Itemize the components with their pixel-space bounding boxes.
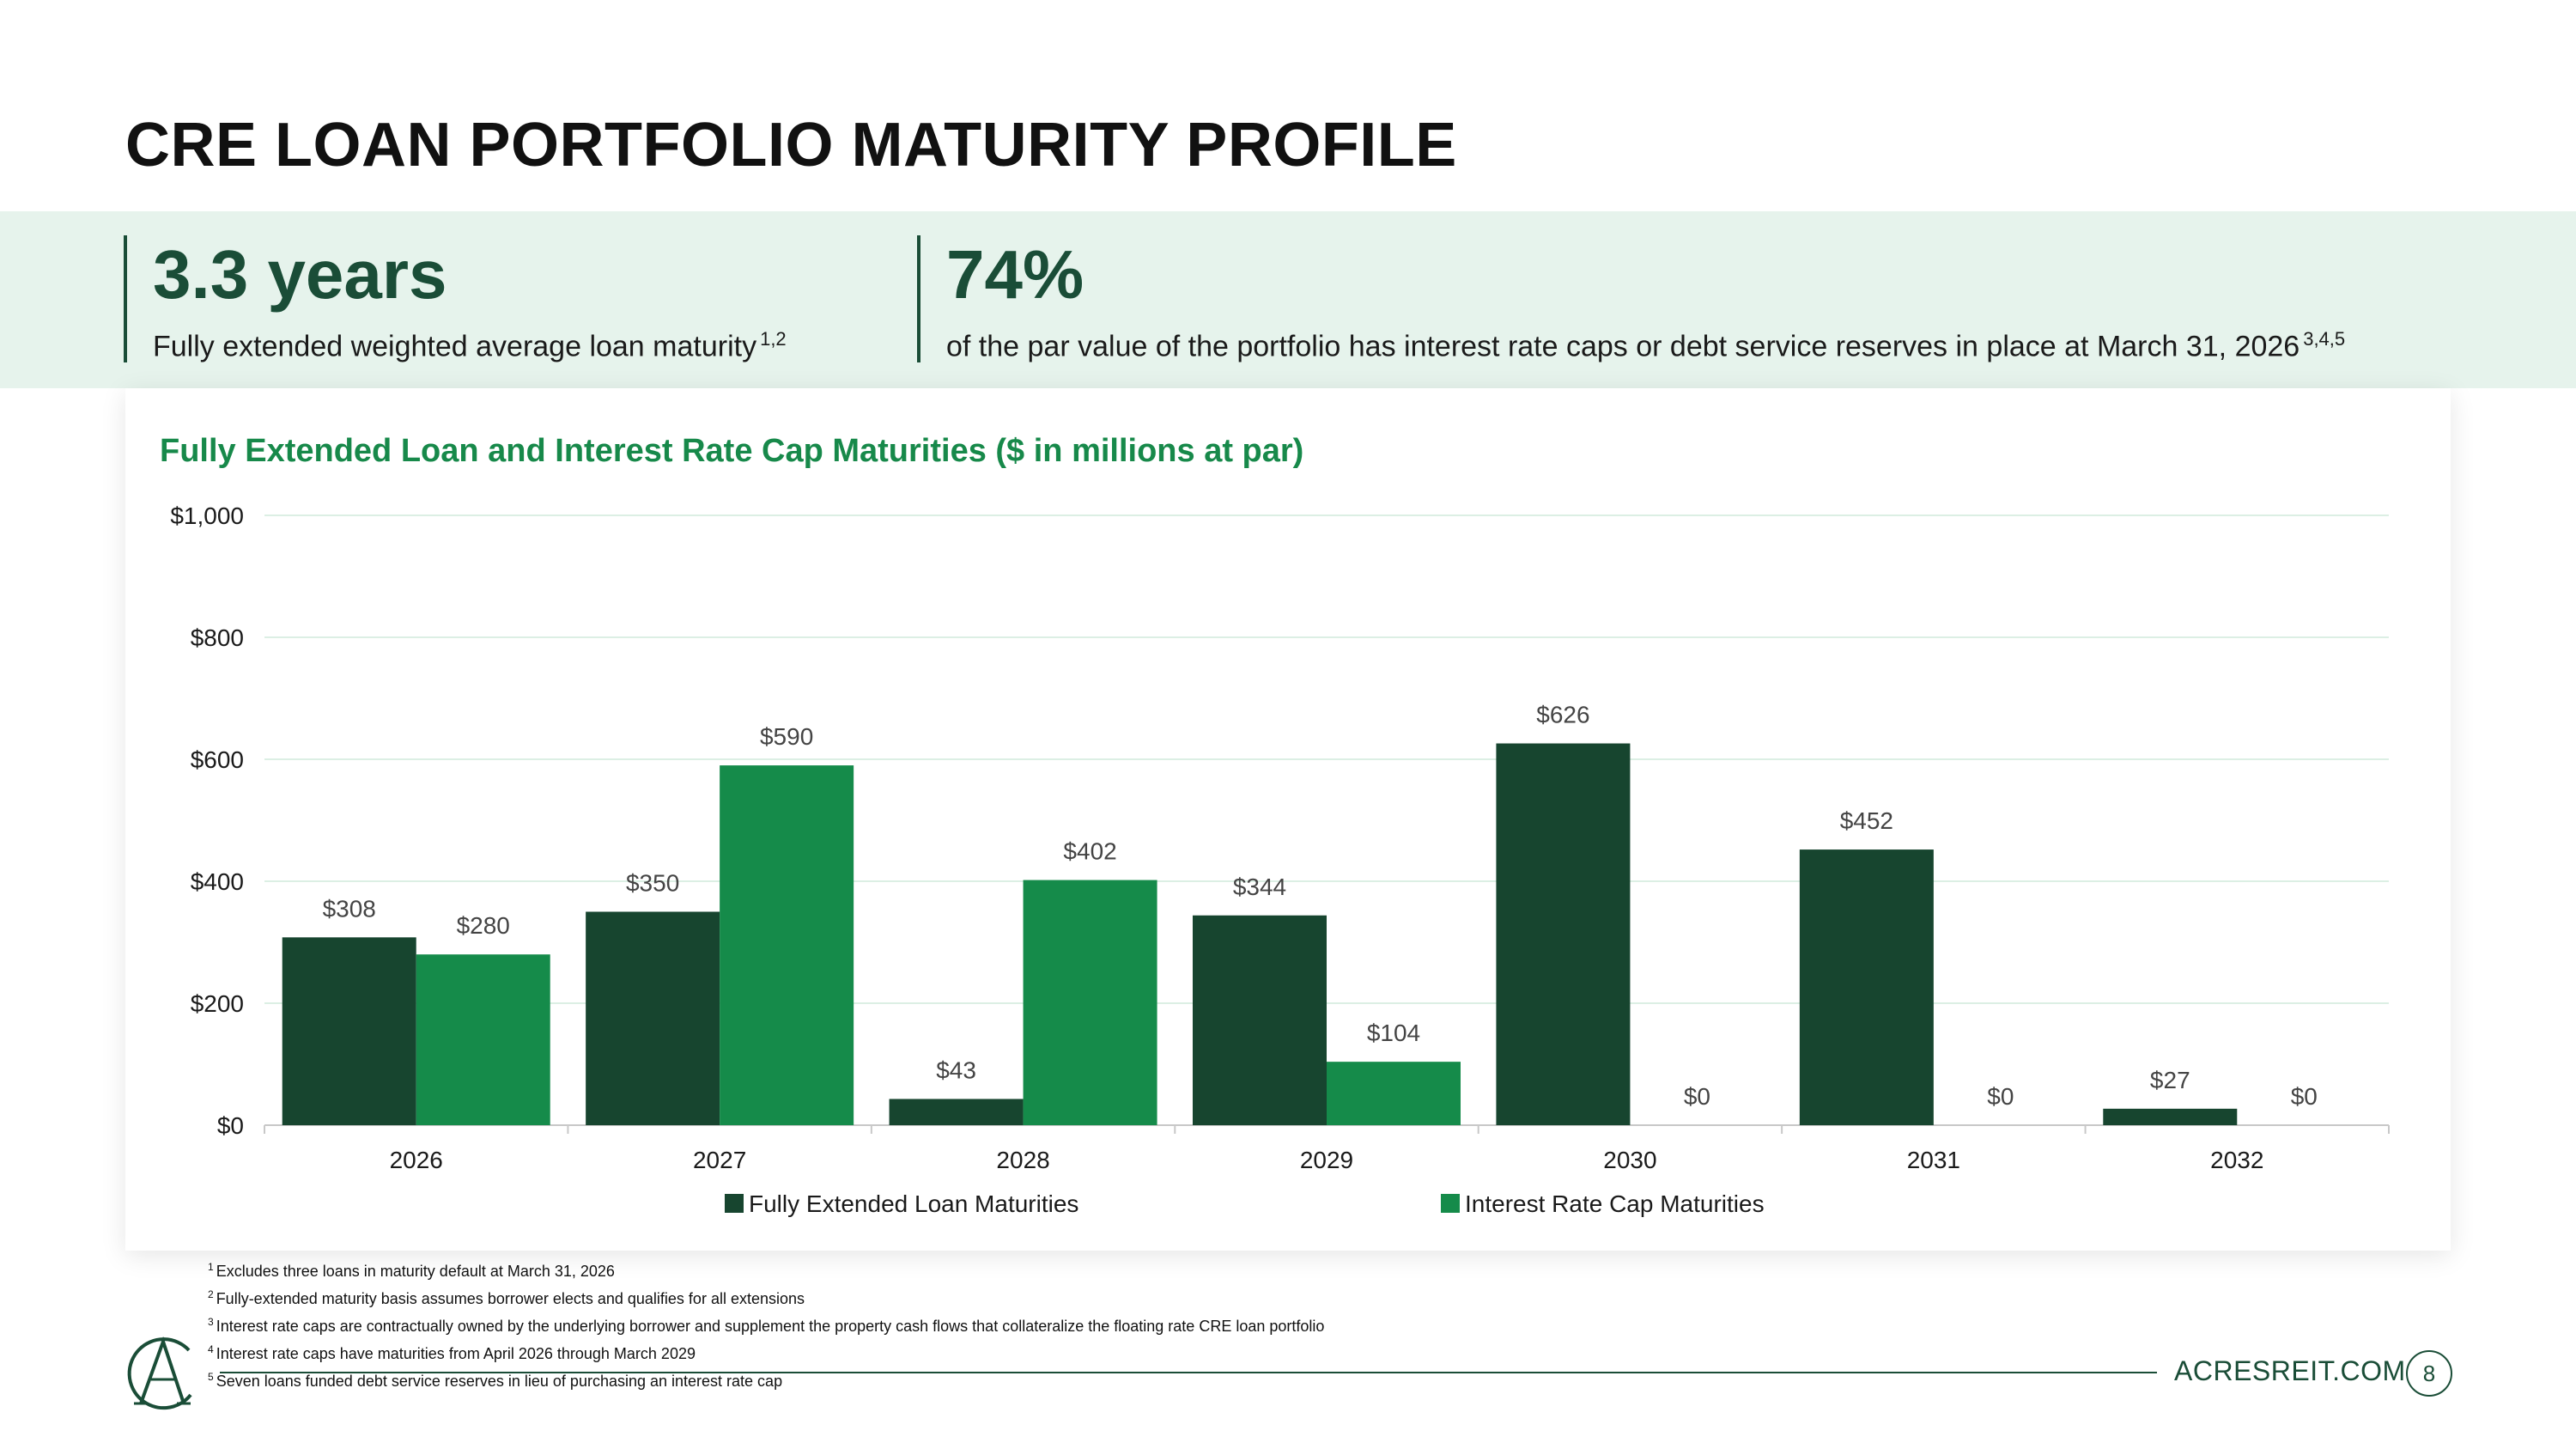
- footnote: 5 Seven loans funded debt service reserve…: [208, 1371, 783, 1390]
- x-tick-label: 2031: [1907, 1147, 1960, 1173]
- footnote: 2 Fully-extended maturity basis assumes b…: [208, 1288, 805, 1307]
- stat-value: 3.3 years: [153, 236, 447, 313]
- data-label: $626: [1536, 702, 1589, 728]
- bar: [1799, 849, 1934, 1125]
- stat-description: Fully extended weighted average loan mat…: [153, 328, 787, 363]
- x-tick-label: 2032: [2210, 1147, 2263, 1173]
- bar: [1327, 1062, 1461, 1125]
- data-label: $0: [1987, 1083, 2014, 1110]
- chart-title: Fully Extended Loan and Interest Rate Ca…: [160, 433, 1304, 469]
- y-tick-label: $400: [191, 868, 244, 895]
- x-tick-label: 2030: [1603, 1147, 1656, 1173]
- data-label: $0: [1684, 1083, 1710, 1110]
- y-tick-label: $800: [191, 624, 244, 651]
- footnote-ref: 3,4,5: [2303, 328, 2346, 350]
- bar: [1193, 915, 1327, 1125]
- data-label: $104: [1367, 1020, 1420, 1046]
- x-tick-label: 2029: [1300, 1147, 1353, 1173]
- y-tick-label: $0: [217, 1112, 244, 1139]
- bar: [1496, 743, 1631, 1125]
- data-label: $590: [760, 723, 813, 750]
- footnote: 4 Interest rate caps have maturities from…: [208, 1343, 696, 1362]
- legend-label: Fully Extended Loan Maturities: [749, 1190, 1078, 1217]
- y-tick-label: $200: [191, 990, 244, 1017]
- footnote-ref: 1,2: [760, 328, 787, 350]
- bar: [416, 954, 550, 1125]
- footnotes: 1 Excludes three loans in maturity defaul…: [208, 1256, 1324, 1393]
- maturity-bar-chart: $0 $200 $400 $600 $800 $1,000 $308 $280 2026 $350…: [170, 502, 2390, 1217]
- footnote: 1 Excludes three loans in maturity defaul…: [208, 1261, 615, 1280]
- x-tick-label: 2027: [693, 1147, 746, 1173]
- legend-swatch: [725, 1194, 744, 1213]
- stats-band: [0, 211, 2576, 388]
- data-label: $344: [1233, 874, 1286, 900]
- footer-divider: [220, 1372, 2157, 1373]
- data-label: $402: [1063, 838, 1116, 865]
- bar: [1023, 880, 1157, 1125]
- bar: [720, 765, 854, 1125]
- data-label: $280: [457, 912, 510, 939]
- data-label: $0: [2291, 1083, 2318, 1110]
- page-title: CRE LOAN PORTFOLIO MATURITY PROFILE: [125, 111, 1457, 180]
- legend-swatch: [1441, 1194, 1460, 1213]
- bar: [586, 911, 720, 1125]
- data-label: $308: [323, 895, 376, 922]
- bar: [282, 937, 416, 1125]
- y-tick-label: $600: [191, 746, 244, 773]
- bar: [889, 1099, 1024, 1125]
- stat-description: of the par value of the portfolio has in…: [946, 328, 2346, 363]
- y-tick-label: $1,000: [170, 502, 244, 529]
- bar: [2103, 1108, 2238, 1125]
- footnote: 3 Interest rate caps are contractually ow…: [208, 1316, 1325, 1335]
- data-label: $43: [936, 1056, 976, 1083]
- data-label: $27: [2150, 1067, 2190, 1093]
- acres-monogram-logo: [127, 1336, 192, 1410]
- stat-value: 74%: [946, 236, 1084, 313]
- data-label: $350: [626, 870, 679, 897]
- x-tick-label: 2028: [996, 1147, 1049, 1173]
- website-link[interactable]: ACRESREIT.COM: [2174, 1355, 2406, 1386]
- stat-weighted-maturity: 3.3 years Fully extended weighted averag…: [124, 235, 823, 362]
- data-label: $452: [1840, 807, 1893, 834]
- stat-rate-cap-coverage: 74% of the par value of the portfolio ha…: [917, 235, 2526, 362]
- x-tick-label: 2026: [390, 1147, 443, 1173]
- legend-label: Interest Rate Cap Maturities: [1465, 1190, 1765, 1217]
- page-number: 8: [2406, 1350, 2452, 1397]
